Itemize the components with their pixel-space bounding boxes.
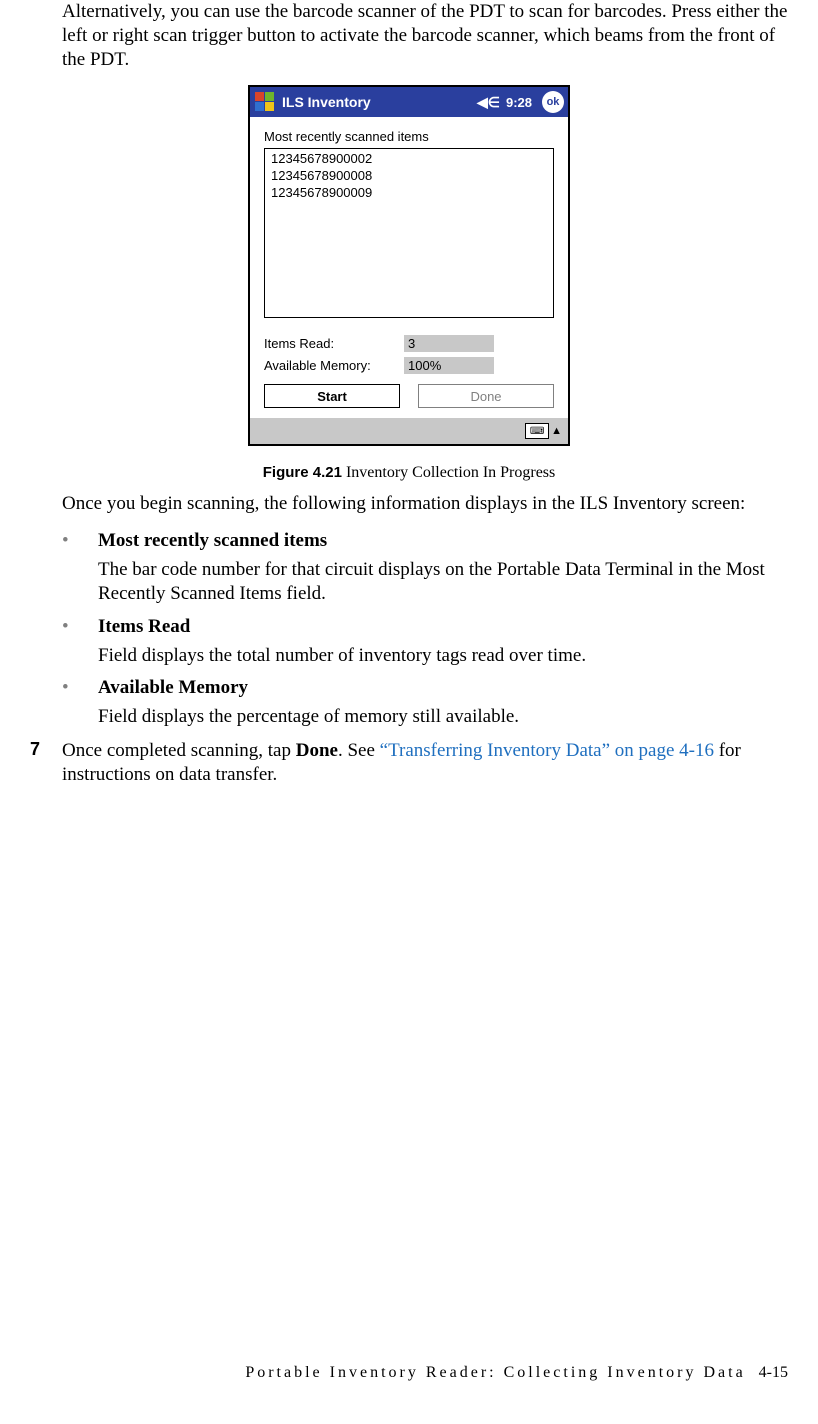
bullet-body: The bar code number for that circuit dis…	[98, 558, 788, 606]
items-read-label: Items Read:	[264, 336, 404, 351]
page: Alternatively, you can use the barcode s…	[0, 0, 818, 1424]
speaker-icon: ◀∈	[477, 94, 500, 111]
post-figure-paragraph: Once you begin scanning, the following i…	[62, 492, 788, 516]
step-body: Once completed scanning, tap Done. See “…	[62, 739, 788, 787]
figure-caption: Figure 4.21 Inventory Collection In Prog…	[263, 464, 556, 482]
step-bold: Done	[296, 740, 338, 761]
done-button: Done	[418, 384, 554, 408]
pdt-screenshot: ILS Inventory ◀∈ 9:28 ok Most recently s…	[248, 85, 570, 446]
step-text: Once completed scanning, tap	[62, 740, 296, 761]
step-text: . See	[338, 740, 380, 761]
avail-mem-row: Available Memory: 100%	[264, 354, 554, 376]
bullet-marker: •	[62, 530, 98, 552]
items-read-row: Items Read: 3	[264, 332, 554, 354]
pdt-clock: 9:28	[506, 95, 532, 110]
pdt-body: Most recently scanned items 123456789000…	[250, 117, 568, 418]
pdt-button-row: Start Done	[264, 384, 554, 408]
bullet-item: • Most recently scanned items	[62, 530, 788, 552]
list-item: 12345678900009	[271, 185, 547, 202]
avail-mem-value: 100%	[404, 357, 494, 374]
figure: ILS Inventory ◀∈ 9:28 ok Most recently s…	[30, 85, 788, 482]
cross-reference-link[interactable]: “Transferring Inventory Data” on page 4-…	[380, 740, 714, 761]
ok-button[interactable]: ok	[542, 91, 564, 113]
step-number: 7	[30, 739, 62, 787]
intro-paragraph: Alternatively, you can use the barcode s…	[62, 0, 788, 71]
page-footer: Portable Inventory Reader: Collecting In…	[245, 1364, 788, 1382]
footer-page-number: 4-15	[759, 1364, 788, 1381]
avail-mem-label: Available Memory:	[264, 358, 404, 373]
bullet-marker: •	[62, 677, 98, 699]
bullet-head: Most recently scanned items	[98, 530, 327, 552]
footer-section-title: Portable Inventory Reader: Collecting In…	[245, 1364, 745, 1381]
pdt-titlebar: ILS Inventory ◀∈ 9:28 ok	[250, 87, 568, 117]
figure-caption-text: Inventory Collection In Progress	[346, 464, 555, 481]
menu-up-icon[interactable]: ▲	[551, 425, 562, 437]
pdt-app-title: ILS Inventory	[282, 94, 471, 110]
pdt-bottombar: ⌨ ▲	[250, 418, 568, 444]
start-button[interactable]: Start	[264, 384, 400, 408]
bullet-marker: •	[62, 616, 98, 638]
bullet-body: Field displays the total number of inven…	[98, 644, 788, 668]
scanned-items-listbox[interactable]: 12345678900002 12345678900008 1234567890…	[264, 148, 554, 318]
keyboard-icon[interactable]: ⌨	[525, 423, 549, 439]
windows-logo-icon	[254, 91, 276, 113]
bullet-head: Items Read	[98, 616, 190, 638]
list-item: 12345678900002	[271, 151, 547, 168]
bullet-item: • Items Read	[62, 616, 788, 638]
step-7: 7 Once completed scanning, tap Done. See…	[30, 739, 788, 787]
items-read-value: 3	[404, 335, 494, 352]
list-item: 12345678900008	[271, 168, 547, 185]
bullet-item: • Available Memory	[62, 677, 788, 699]
list-label: Most recently scanned items	[264, 129, 554, 144]
bullet-head: Available Memory	[98, 677, 248, 699]
bullet-body: Field displays the percentage of memory …	[98, 705, 788, 729]
figure-number: Figure 4.21	[263, 464, 342, 481]
